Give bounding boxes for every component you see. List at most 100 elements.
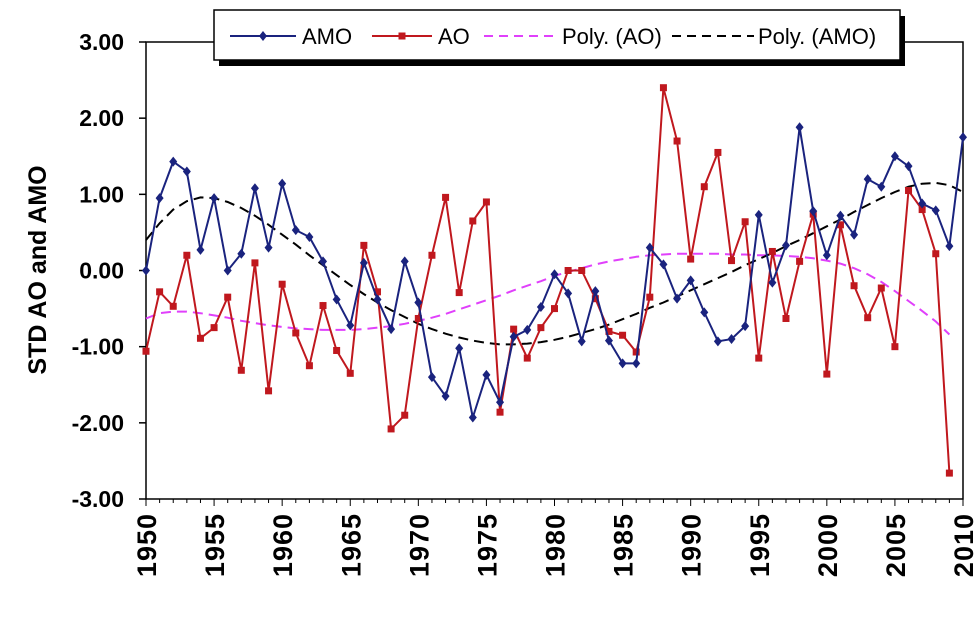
data-point [632,358,641,369]
x-tick-label: 1975 [472,513,502,577]
data-point [482,198,490,206]
data-point [605,327,613,335]
legend-label: Poly. (AO) [562,24,662,49]
data-point [687,255,695,263]
data-point [536,302,545,313]
data-point [401,411,409,419]
x-tick-label: 2005 [881,513,911,577]
data-point [373,294,382,305]
data-point [291,225,300,236]
y-tick-label: -1.00 [72,334,124,360]
data-point [945,241,954,252]
x-tick-label: 1970 [404,513,434,577]
data-point [836,210,845,221]
data-point [686,275,695,286]
data-point [264,242,273,253]
y-tick-label: -2.00 [72,410,124,436]
data-point [700,307,709,318]
data-point [142,265,150,276]
data-point [455,289,463,297]
data-point [346,320,355,331]
data-point [292,329,300,337]
data-point [319,302,327,310]
y-tick-label: 1.00 [79,181,124,207]
data-point [754,209,763,220]
data-point [210,193,219,204]
data-point [591,295,599,303]
y-tick-label: 2.00 [79,105,124,131]
data-point [781,240,790,251]
data-point [604,335,613,346]
data-point [156,288,164,296]
data-point [836,221,844,229]
data-point [442,193,450,201]
data-point [237,366,245,374]
legend-marker [259,31,267,41]
data-point [632,348,640,356]
data-point [359,257,368,268]
data-point [877,181,886,192]
data-point [863,174,872,185]
data-point [782,314,790,322]
x-tick-label: 1990 [677,513,707,577]
data-point [183,251,191,259]
data-point [332,294,341,305]
y-axis-label: STD AO and AMO [24,165,52,374]
data-point [550,269,559,280]
data-point [278,280,286,288]
series-line [145,252,951,336]
data-point [427,372,436,383]
data-point [659,259,668,270]
data-point [796,257,804,265]
data-point [224,293,232,301]
data-point [278,178,287,189]
data-point [864,314,872,322]
data-point [223,265,232,276]
x-tick-label: 1965 [336,513,366,577]
data-point [469,217,477,225]
data-point [305,231,314,242]
legend-label: AO [438,24,470,49]
x-tick-label: 1985 [609,513,639,577]
data-point [577,336,586,347]
data-point [455,343,464,354]
legend [213,9,901,61]
data-point [387,425,395,433]
data-point [728,257,736,265]
data-point [645,242,654,253]
legend-label: AMO [302,24,352,49]
data-point [795,122,804,133]
data-point [564,267,572,274]
data-point [918,198,927,209]
data-point [905,187,913,195]
x-tick-label: 1960 [268,513,298,577]
data-point [564,288,573,299]
data-point [551,305,558,313]
data-point [509,331,518,342]
legend-marker [398,32,406,40]
legend-entry: AO [372,24,470,49]
data-point [414,314,422,322]
data-point [713,336,722,347]
data-point [237,248,246,259]
y-tick-label: 0.00 [79,258,124,284]
data-point [918,206,926,214]
data-point [537,324,545,332]
data-point [169,156,178,167]
data-point [673,293,682,304]
data-point [510,325,518,333]
data-point [468,412,477,423]
series-line [145,181,964,346]
data-point [890,151,899,162]
data-point [196,334,204,342]
data-point [619,331,627,339]
data-point [400,256,409,267]
data-point [768,247,776,255]
y-tick-label: 3.00 [79,29,124,55]
data-point [414,297,423,308]
data-point [823,370,831,378]
data-point [700,183,708,191]
data-point [741,321,750,332]
data-point [210,324,218,332]
